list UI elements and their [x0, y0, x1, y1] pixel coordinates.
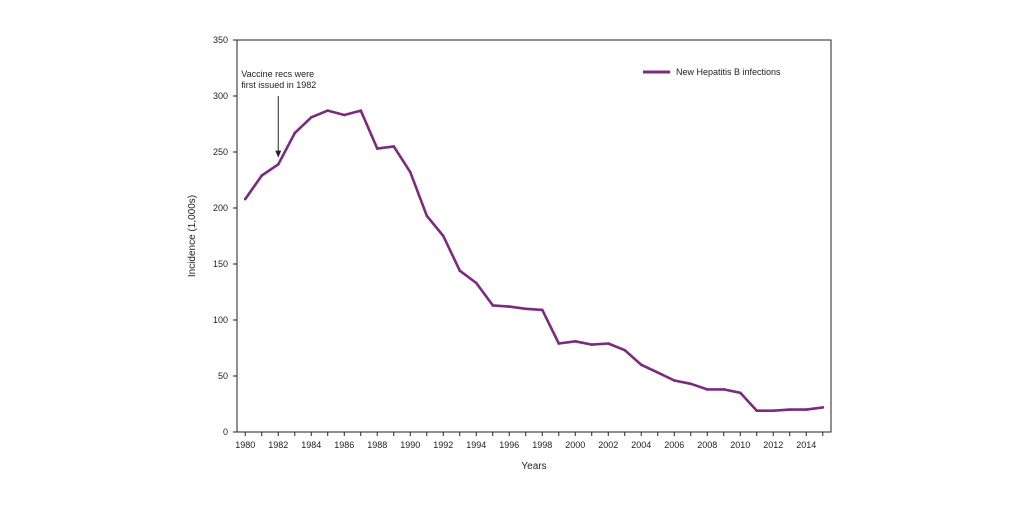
x-tick-label: 2008 [697, 440, 717, 450]
y-tick-label: 0 [223, 427, 228, 437]
data-point [672, 379, 676, 382]
data-point [293, 131, 297, 135]
x-tick-label: 2012 [763, 440, 783, 450]
data-point [474, 281, 478, 285]
x-tick-label: 1988 [367, 440, 387, 450]
data-point [623, 348, 627, 352]
data-point [260, 174, 264, 177]
x-tick-label: 2000 [565, 440, 585, 450]
x-tick-label: 2006 [664, 440, 684, 450]
plot-frame [236, 39, 832, 433]
data-point [309, 115, 313, 119]
data-point [656, 371, 660, 374]
y-tick-label: 100 [213, 315, 228, 325]
data-point [507, 305, 511, 308]
y-tick-label: 350 [213, 35, 228, 45]
y-axis-title: Incidence (1,000s) [187, 195, 198, 277]
data-point [821, 406, 825, 409]
legend-label: New Hepatitis B infections [676, 67, 781, 77]
data-point [788, 408, 792, 411]
series-layer [243, 109, 825, 413]
data-point [326, 109, 330, 112]
data-point [755, 409, 759, 413]
data-point [276, 163, 280, 166]
x-tick-label: 1992 [433, 440, 453, 450]
data-point [639, 363, 643, 367]
data-point [771, 409, 775, 413]
data-point [425, 214, 429, 218]
x-axis-title: Years [521, 461, 546, 472]
x-axis-ticks: 1980 1982 1984 1986 1988 1990 1992 1994 1996 1998… [235, 432, 824, 450]
data-point [243, 197, 247, 201]
annotation-arrow-head [275, 150, 282, 158]
x-tick-label: 1990 [400, 440, 420, 450]
y-tick-label: 200 [213, 203, 228, 213]
data-point [441, 234, 445, 238]
data-point [408, 170, 412, 174]
data-point [540, 308, 544, 312]
y-tick-label: 250 [213, 147, 228, 157]
data-point [573, 339, 577, 343]
legend: New Hepatitis B infections [643, 67, 781, 77]
data-point [738, 391, 742, 395]
y-tick-label: 50 [218, 371, 228, 381]
x-tick-label: 2014 [796, 440, 816, 450]
data-point [458, 269, 462, 273]
x-tick-label: 1998 [532, 440, 552, 450]
data-point [491, 304, 495, 307]
x-tick-label: 2002 [598, 440, 618, 450]
y-axis-ticks: 0 50 100 150 200 250 300 350 [213, 35, 237, 437]
x-tick-label: 1982 [268, 440, 288, 450]
data-point [375, 147, 379, 150]
x-tick-label: 1986 [334, 440, 354, 450]
x-tick-label: 1980 [235, 440, 255, 450]
annotation-text: Vaccine recs were [241, 69, 314, 79]
x-tick-label: 1994 [466, 440, 486, 450]
data-point [722, 388, 726, 391]
y-tick-label: 150 [213, 259, 228, 269]
data-point [557, 342, 561, 345]
data-point [689, 382, 693, 386]
y-tick-label: 300 [213, 91, 228, 101]
data-point [524, 307, 528, 311]
x-tick-label: 1984 [301, 440, 321, 450]
data-point [804, 408, 808, 411]
data-point [392, 145, 396, 148]
series-line [244, 109, 825, 413]
annotation-text: first issued in 1982 [241, 80, 316, 90]
data-point [590, 343, 594, 346]
data-point [359, 109, 363, 112]
data-point [606, 342, 610, 345]
x-tick-label: 1996 [499, 440, 519, 450]
data-point [342, 113, 346, 117]
x-tick-label: 2010 [730, 440, 750, 450]
data-point [705, 388, 709, 391]
x-tick-label: 2004 [631, 440, 651, 450]
